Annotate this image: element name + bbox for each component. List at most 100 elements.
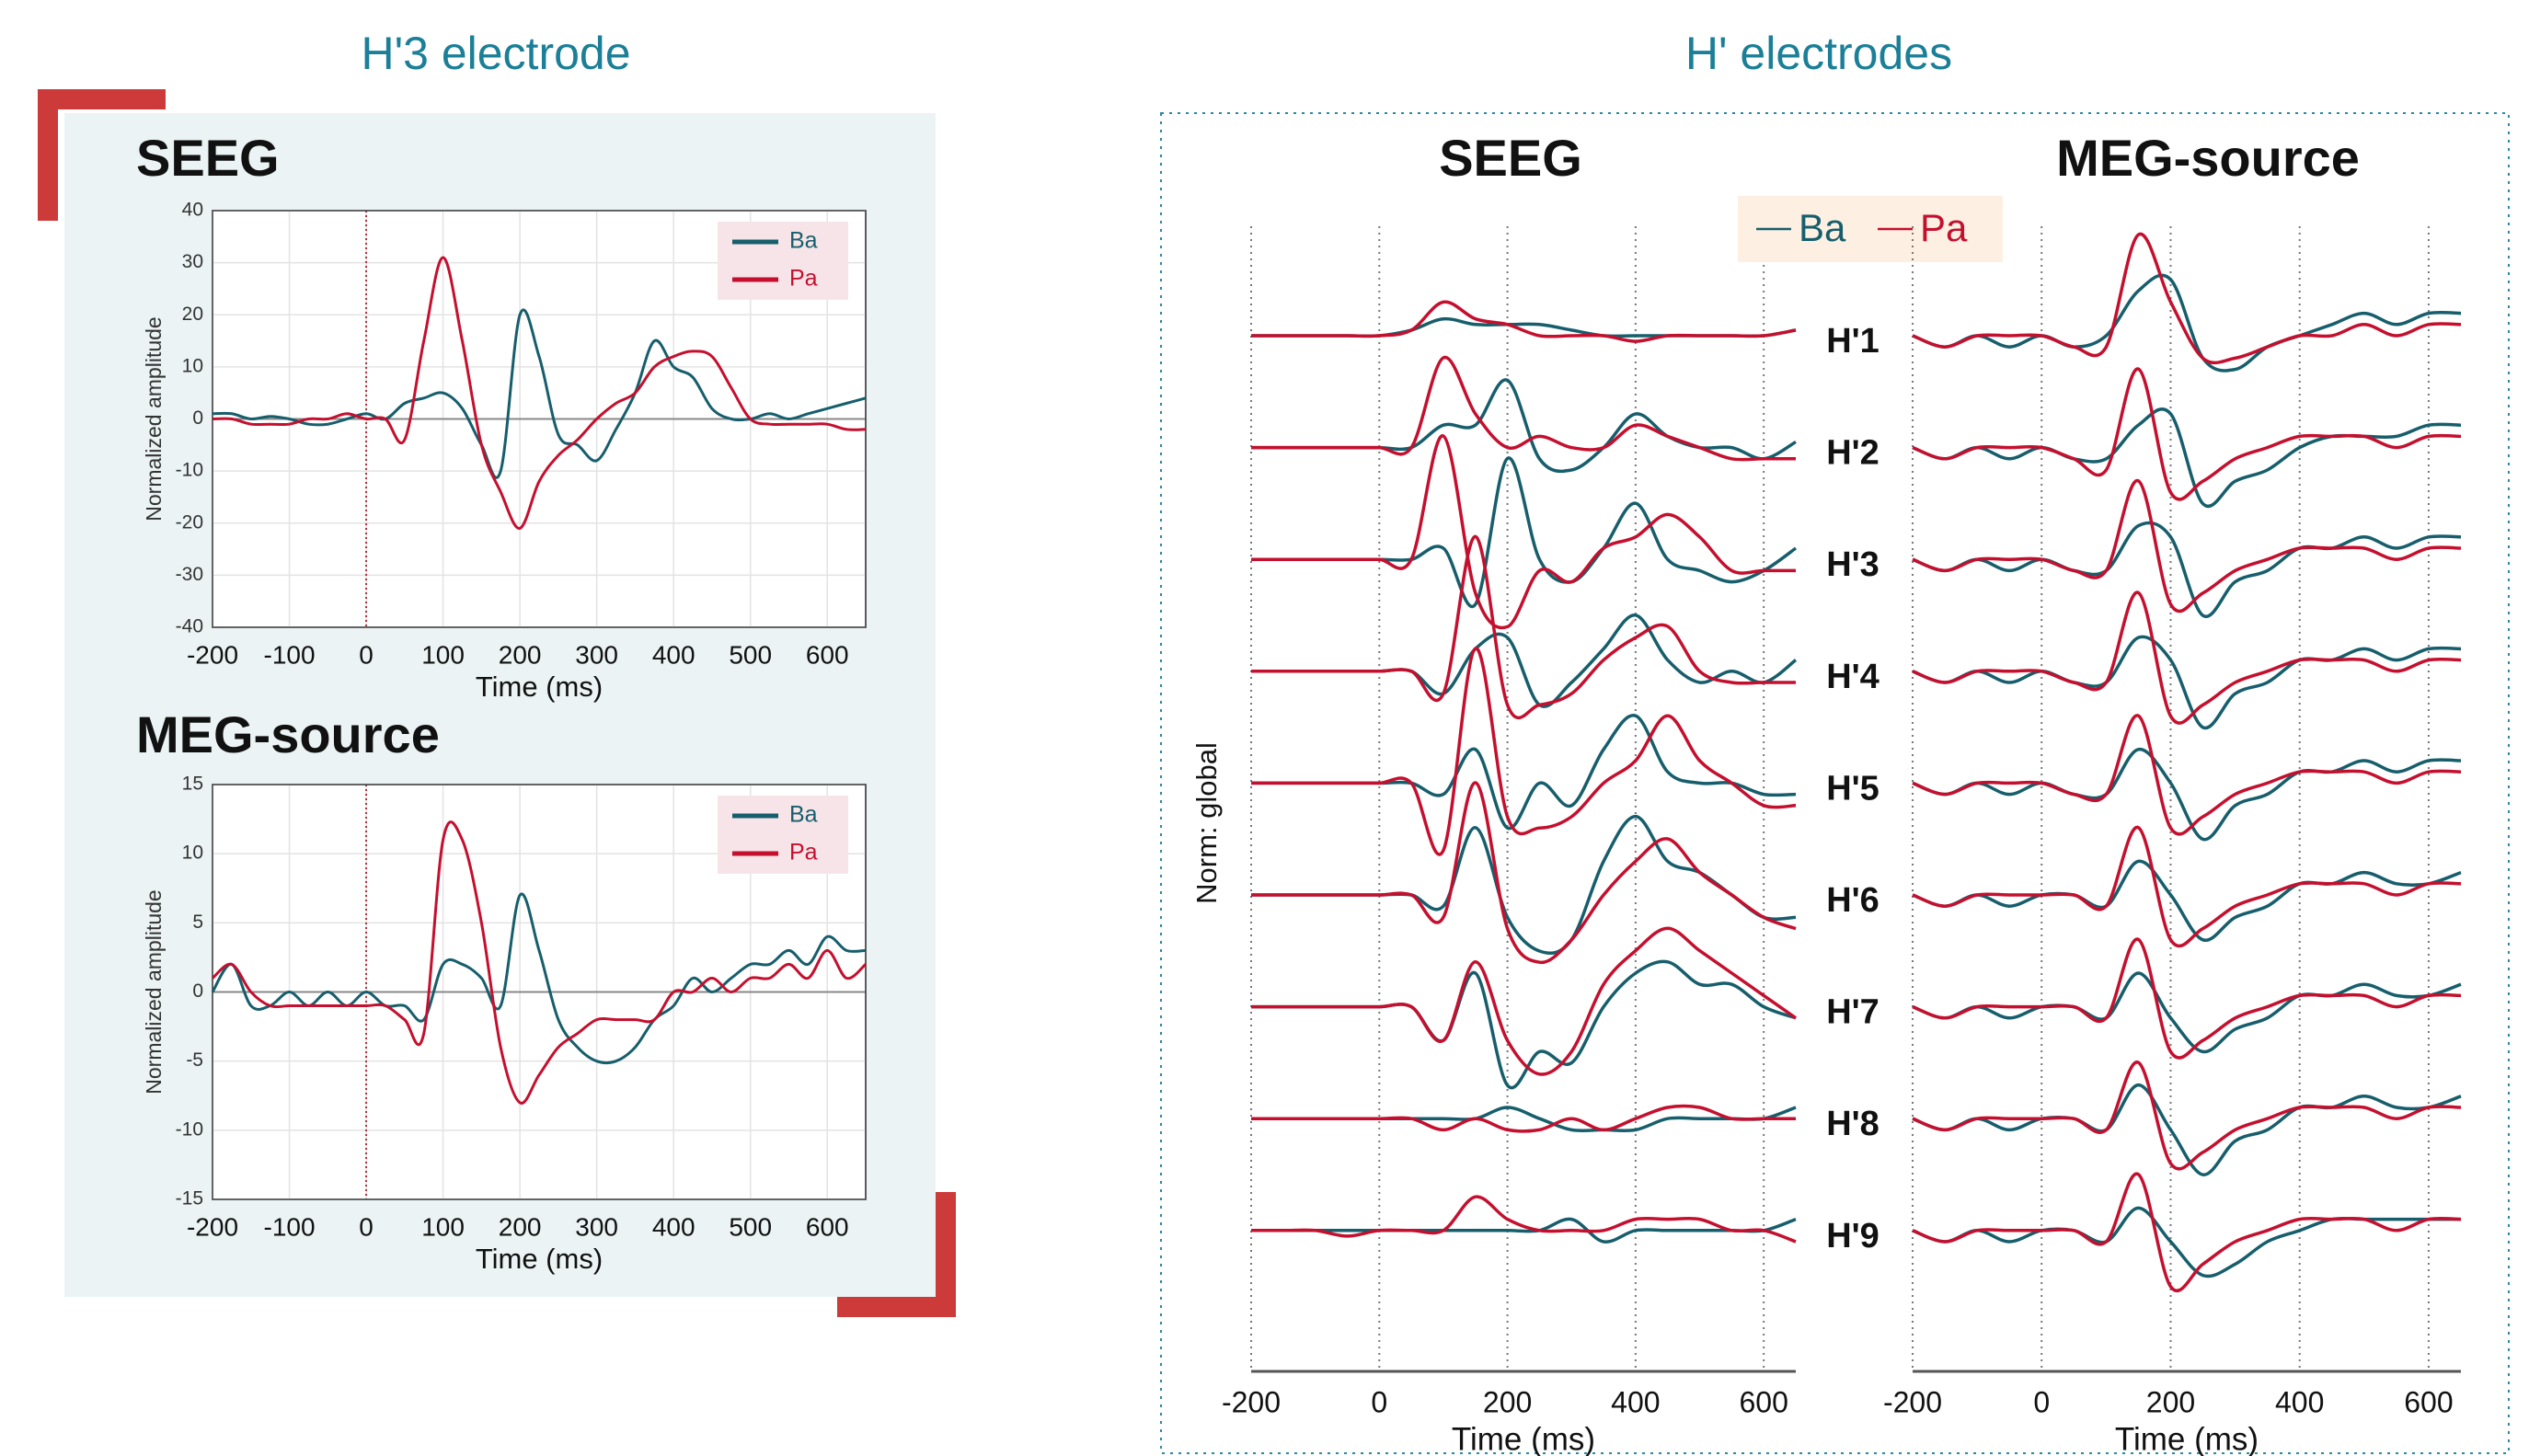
electrode-label: H'6 (1826, 881, 1880, 920)
legend-label: Pa (1920, 206, 1968, 249)
data-line (1251, 300, 1797, 343)
legend-label: Ba (789, 802, 818, 828)
x-tick-label: 200 (1483, 1385, 1532, 1418)
y-tick-label: -15 (176, 1188, 203, 1210)
y-axis-label: Normalized amplitude (142, 889, 166, 1094)
x-tick-label: -100 (264, 640, 316, 669)
data-line (1912, 859, 2462, 942)
legend-box (718, 796, 848, 874)
legend-label: Ba (1799, 206, 1846, 249)
data-line (1912, 635, 2462, 730)
y-tick-label: 5 (192, 911, 203, 933)
chart-title: SEEG (136, 129, 280, 187)
corner-bracket (38, 89, 166, 221)
corner-bracket (837, 1192, 956, 1317)
y-tick-label: 10 (182, 355, 203, 376)
x-axis-label: Time (ms) (2115, 1421, 2259, 1456)
electrode-label: H'7 (1826, 993, 1880, 1032)
panel-heading: H'3 electrode (361, 28, 630, 79)
x-tick-label: -200 (1883, 1385, 1942, 1418)
x-axis-label: Time (ms) (1452, 1421, 1595, 1456)
x-axis-label: Time (ms) (476, 1243, 603, 1275)
data-line (1250, 356, 1796, 462)
y-tick-label: 30 (182, 251, 203, 272)
x-tick-label: 600 (806, 1212, 849, 1241)
x-tick-label: -200 (187, 640, 238, 669)
data-line (1251, 316, 1797, 338)
x-tick-label: 0 (359, 1212, 374, 1241)
electrode-label: H'5 (1826, 769, 1880, 808)
data-line (1251, 1217, 1797, 1244)
chart-title: MEG-source (2056, 129, 2360, 187)
data-line (1251, 456, 1798, 609)
x-tick-label: 400 (652, 640, 695, 669)
y-tick-label: 0 (192, 407, 203, 429)
x-tick-label: -200 (187, 1212, 238, 1241)
data-line (1912, 367, 2462, 501)
y-tick-label: -30 (176, 564, 203, 585)
data-line (1912, 714, 2462, 836)
y-axis-label: Normalized amplitude (142, 316, 166, 521)
data-line (211, 892, 867, 1065)
data-line (1912, 407, 2462, 509)
x-tick-label: 600 (806, 640, 849, 669)
x-tick-label: 0 (2033, 1385, 2050, 1418)
x-tick-label: 0 (359, 640, 374, 669)
data-line (1912, 971, 2462, 1054)
data-line (1912, 232, 2462, 365)
x-tick-label: 200 (499, 1212, 542, 1241)
right-panel-border (1160, 112, 2510, 1454)
x-tick-label: 100 (421, 640, 465, 669)
x-tick-label: 100 (421, 1212, 465, 1241)
electrode-label: H'3 (1826, 545, 1880, 584)
y-tick-label: 40 (182, 200, 203, 221)
data-line (1251, 959, 1797, 1090)
x-tick-label: 500 (729, 640, 772, 669)
data-line (1251, 434, 1796, 630)
electrode-label: H'1 (1826, 322, 1880, 361)
x-tick-label: 200 (2146, 1385, 2195, 1418)
y-axis-label: Norm: global (1190, 742, 1223, 904)
x-tick-label: 200 (499, 640, 542, 669)
x-tick-label: 600 (1739, 1385, 1788, 1418)
x-tick-label: -100 (264, 1212, 316, 1241)
x-tick-label: 400 (652, 1212, 695, 1241)
data-line (1250, 647, 1797, 856)
electrode-label: H'8 (1826, 1105, 1880, 1143)
x-tick-label: 300 (575, 1212, 618, 1241)
x-tick-label: -200 (1222, 1385, 1281, 1418)
electrode-label: H'2 (1826, 434, 1880, 473)
x-axis-label: Time (ms) (476, 671, 603, 703)
data-line (212, 820, 867, 1105)
x-tick-label: 500 (729, 1212, 772, 1241)
x-tick-label: 300 (575, 640, 618, 669)
legend-label: Ba (789, 228, 818, 254)
data-line (1250, 534, 1796, 720)
x-tick-label: 400 (1611, 1385, 1660, 1418)
y-tick-label: -40 (176, 616, 203, 637)
data-line (1912, 273, 2462, 373)
electrode-label: H'9 (1826, 1217, 1880, 1255)
data-line (1251, 781, 1797, 964)
data-line (1912, 590, 2462, 725)
data-line (1912, 1083, 2462, 1176)
y-tick-label: -10 (176, 1118, 203, 1140)
data-line (1251, 1104, 1796, 1133)
data-line (1912, 1206, 2461, 1278)
legend-box (718, 222, 848, 300)
data-line (1912, 521, 2462, 619)
y-tick-label: 15 (182, 774, 203, 795)
data-line (1912, 937, 2462, 1060)
chart-title: SEEG (1439, 129, 1582, 187)
data-line (212, 256, 867, 530)
legend-label: Pa (789, 266, 818, 292)
y-tick-label: 20 (182, 304, 203, 325)
data-line (1251, 926, 1798, 1076)
panel-heading: H' electrodes (1685, 28, 1952, 79)
y-tick-label: 10 (182, 843, 203, 864)
x-tick-label: 600 (2404, 1385, 2453, 1418)
data-line (1912, 826, 2462, 948)
legend-label: Pa (789, 840, 818, 866)
data-line (1912, 479, 2462, 613)
